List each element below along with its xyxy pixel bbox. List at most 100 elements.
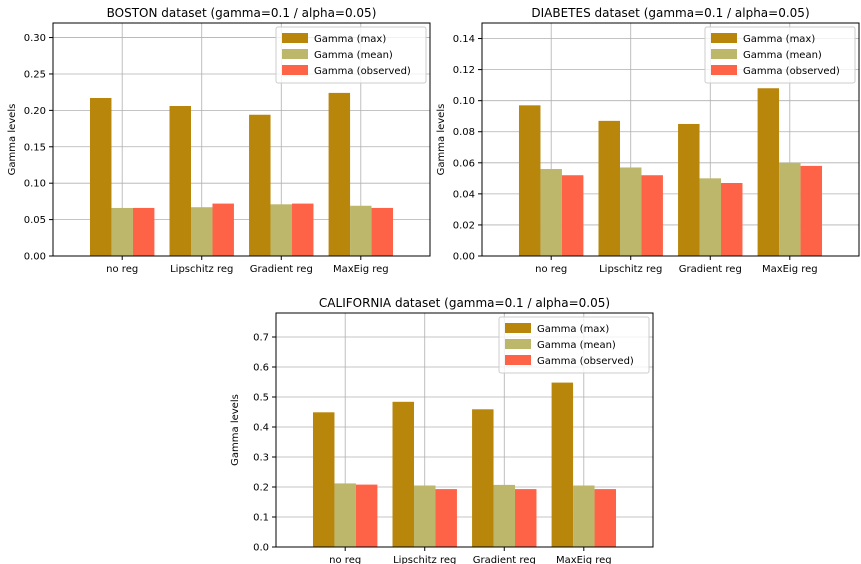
legend-swatch <box>711 65 737 75</box>
y-tick-label: 0.7 <box>253 333 269 344</box>
y-tick-label: 0.20 <box>24 106 46 117</box>
x-tick-label: MaxEig reg <box>333 264 389 275</box>
x-tick-label: Gradient reg <box>679 264 742 275</box>
x-tick-label: no reg <box>106 264 138 275</box>
y-axis-label: Gamma levels <box>436 104 447 176</box>
chart-title: DIABETES dataset (gamma=0.1 / alpha=0.05… <box>531 6 809 20</box>
bar <box>594 489 617 547</box>
axes-frame <box>52 22 431 257</box>
bar <box>413 485 436 547</box>
x-tick-label: Lipschitz reg <box>393 555 456 564</box>
bar <box>619 167 642 256</box>
y-tick-label: 0.02 <box>453 220 475 231</box>
y-tick-label: 0.4 <box>253 423 269 434</box>
legend-swatch <box>711 49 737 59</box>
y-tick-label: 0.14 <box>453 34 475 45</box>
x-tick-label: no reg <box>329 555 361 564</box>
bar <box>350 205 372 256</box>
y-tick-label: 0.12 <box>453 65 475 76</box>
legend-swatch <box>282 33 308 43</box>
bar <box>598 120 620 256</box>
legend-swatch <box>282 65 308 75</box>
legend-swatch <box>505 355 531 365</box>
y-tick-label: 0.0 <box>253 543 269 554</box>
bar <box>472 409 494 547</box>
y-tick-label: 0.05 <box>24 215 46 226</box>
bar <box>249 114 271 257</box>
chart-title: BOSTON dataset (gamma=0.1 / alpha=0.05) <box>107 6 377 20</box>
y-tick-label: 0.1 <box>253 513 269 524</box>
y-tick-label: 0.04 <box>453 189 475 200</box>
bar <box>757 88 780 257</box>
y-tick-label: 0.5 <box>253 393 269 404</box>
bar <box>392 401 414 547</box>
chart-0: 0.00 0.05 0.10 0.15 0.20 0.25 0.30 no reg Lipsch… <box>7 6 431 275</box>
x-tick-label: Lipschitz reg <box>599 264 662 275</box>
bar <box>371 207 394 256</box>
bar <box>270 204 293 256</box>
bar <box>493 484 516 547</box>
axes-frame <box>481 22 860 257</box>
axes-frame <box>275 312 654 548</box>
bar <box>551 382 574 547</box>
legend-label: Gamma (max) <box>314 34 386 45</box>
bar <box>678 123 700 256</box>
bar <box>328 92 351 257</box>
bar <box>515 489 537 547</box>
bar <box>292 203 314 256</box>
bar <box>561 175 584 256</box>
legend-label: Gamma (mean) <box>743 50 822 61</box>
chart-1: 0.00 0.02 0.04 0.06 0.08 0.10 0.12 0.14 no reg Li… <box>436 6 860 275</box>
legend-label: Gamma (observed) <box>743 66 840 77</box>
legend-label: Gamma (mean) <box>537 340 616 351</box>
bar <box>355 484 378 547</box>
y-axis-label: Gamma levels <box>230 394 241 466</box>
bar <box>169 106 191 256</box>
y-tick-label: 0.00 <box>453 252 475 263</box>
legend-label: Gamma (observed) <box>314 66 411 77</box>
bar <box>699 178 722 256</box>
bar <box>540 169 562 256</box>
y-tick-label: 0.3 <box>253 453 269 464</box>
y-axis-label: Gamma levels <box>7 104 18 176</box>
y-tick-label: 0.00 <box>24 252 46 263</box>
legend-swatch <box>282 49 308 59</box>
y-tick-label: 0.08 <box>453 127 475 138</box>
bar <box>721 182 743 256</box>
x-tick-label: Gradient reg <box>473 555 536 564</box>
bar <box>212 203 234 256</box>
legend-label: Gamma (max) <box>743 34 815 45</box>
bar <box>641 175 663 256</box>
bar <box>111 207 133 256</box>
bar <box>312 412 335 547</box>
x-tick-label: MaxEig reg <box>762 264 818 275</box>
legend-label: Gamma (observed) <box>537 356 634 367</box>
legend <box>704 26 856 84</box>
y-tick-label: 0.6 <box>253 363 269 374</box>
y-tick-label: 0.10 <box>453 96 475 107</box>
x-tick-label: Lipschitz reg <box>170 264 233 275</box>
y-tick-label: 0.10 <box>24 179 46 190</box>
legend-swatch <box>505 339 531 349</box>
bar <box>779 162 801 256</box>
x-tick-label: Gradient reg <box>250 264 313 275</box>
bar <box>190 207 213 256</box>
legend-label: Gamma (mean) <box>314 50 393 61</box>
y-tick-label: 0.25 <box>24 69 46 80</box>
bar <box>132 207 155 256</box>
y-tick-label: 0.2 <box>253 483 269 494</box>
bar <box>573 485 595 547</box>
legend-swatch <box>505 323 531 333</box>
x-tick-label: MaxEig reg <box>556 555 612 564</box>
legend <box>498 316 650 374</box>
legend <box>275 26 427 84</box>
x-tick-label: no reg <box>535 264 567 275</box>
bar <box>334 483 356 547</box>
bar <box>800 165 823 256</box>
y-tick-label: 0.06 <box>453 158 475 169</box>
chart-title: CALIFORNIA dataset (gamma=0.1 / alpha=0.… <box>319 296 610 310</box>
y-tick-label: 0.30 <box>24 33 46 44</box>
bar <box>435 489 457 547</box>
y-tick-label: 0.15 <box>24 142 46 153</box>
